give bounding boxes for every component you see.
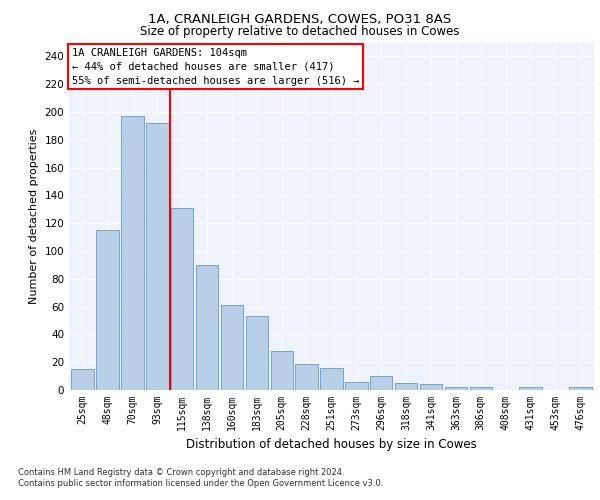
Bar [420, 384, 442, 390]
Bar [569, 387, 592, 390]
Bar [445, 387, 467, 390]
Text: Size of property relative to detached houses in Cowes: Size of property relative to detached ho… [140, 25, 460, 38]
Bar [320, 368, 343, 390]
Bar [97, 230, 119, 390]
Bar [295, 364, 318, 390]
Text: Contains HM Land Registry data © Crown copyright and database right 2024.
Contai: Contains HM Land Registry data © Crown c… [18, 468, 383, 487]
Bar [245, 316, 268, 390]
Bar [345, 382, 368, 390]
Bar [271, 351, 293, 390]
Y-axis label: Number of detached properties: Number of detached properties [29, 128, 39, 304]
Bar [520, 387, 542, 390]
Bar [171, 208, 193, 390]
Bar [196, 265, 218, 390]
X-axis label: Distribution of detached houses by size in Cowes: Distribution of detached houses by size … [186, 438, 477, 452]
Bar [370, 376, 392, 390]
Bar [121, 116, 143, 390]
Bar [470, 387, 492, 390]
Bar [221, 305, 243, 390]
Bar [146, 123, 169, 390]
Text: 1A, CRANLEIGH GARDENS, COWES, PO31 8AS: 1A, CRANLEIGH GARDENS, COWES, PO31 8AS [148, 12, 452, 26]
Bar [71, 369, 94, 390]
Text: 1A CRANLEIGH GARDENS: 104sqm
← 44% of detached houses are smaller (417)
55% of s: 1A CRANLEIGH GARDENS: 104sqm ← 44% of de… [71, 48, 359, 86]
Bar [395, 383, 418, 390]
